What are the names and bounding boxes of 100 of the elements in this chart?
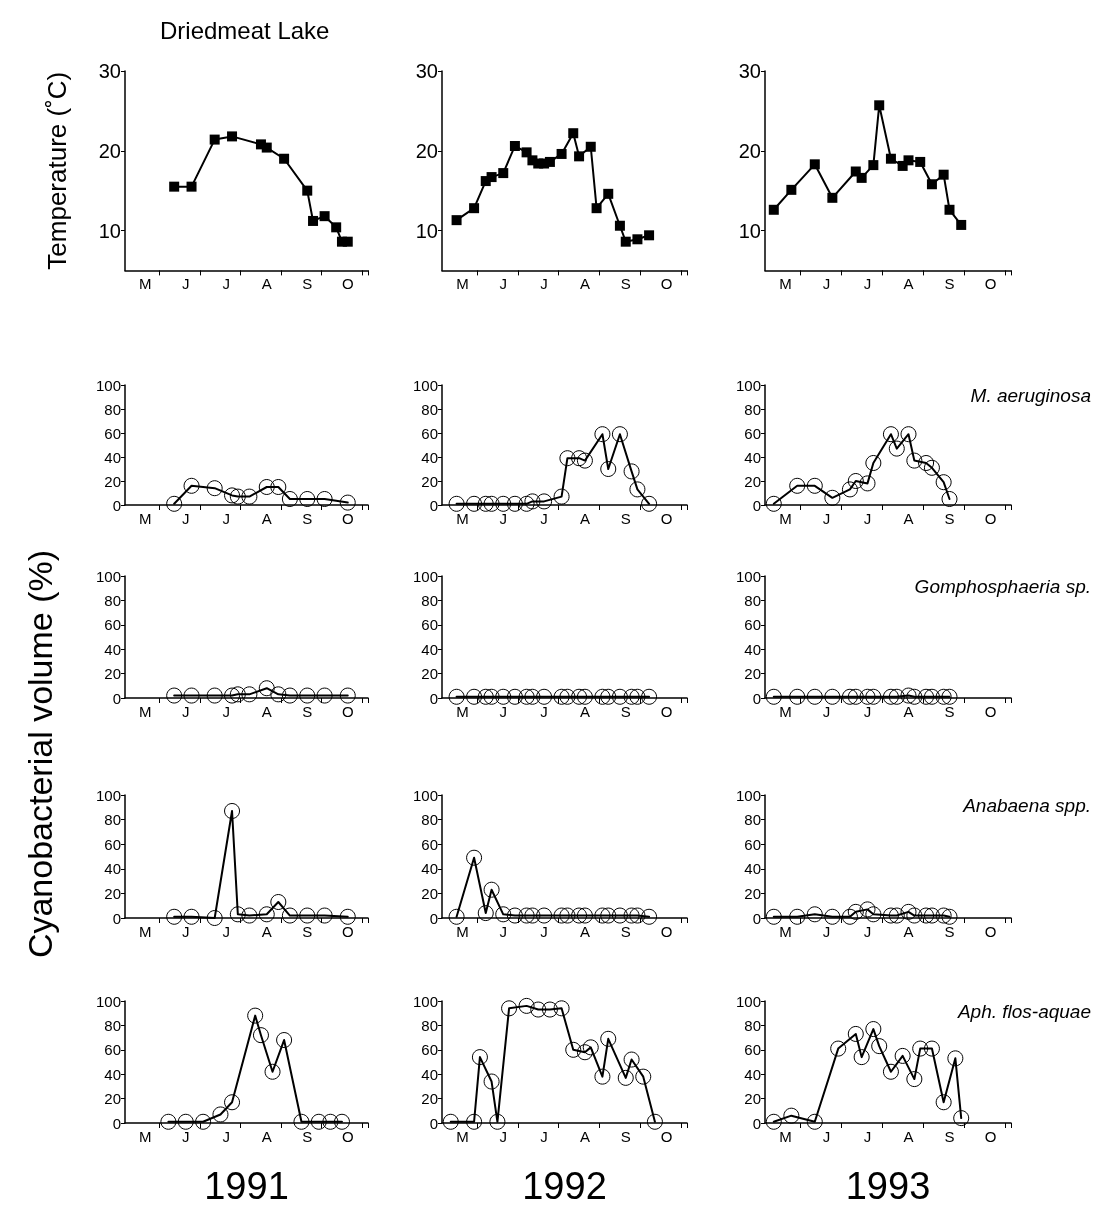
point — [623, 907, 640, 924]
point — [166, 908, 183, 925]
x-tick-label: O — [660, 703, 673, 720]
x-tick-label: M — [456, 510, 469, 527]
y-tick-label: 0 — [752, 909, 761, 927]
point — [941, 491, 958, 507]
point — [841, 908, 858, 925]
point — [594, 907, 611, 924]
chart-title: Driedmeat Lake — [160, 16, 330, 44]
y-tick-label: 0 — [112, 496, 121, 514]
x-tick-label: A — [579, 1128, 590, 1145]
x-tick-label: A — [903, 1128, 914, 1145]
y-tick-label: 20 — [421, 1090, 438, 1108]
point — [541, 1001, 558, 1018]
y-tick-label: 100 — [412, 992, 438, 1010]
point — [874, 99, 885, 110]
y-tick-label: 100 — [95, 376, 121, 394]
point — [568, 127, 579, 138]
x-tick-label: S — [620, 510, 631, 527]
point — [903, 154, 914, 165]
point — [582, 1039, 599, 1056]
point — [442, 1113, 459, 1130]
point — [856, 172, 867, 183]
y-tick-label: 80 — [744, 1016, 761, 1034]
chart-title: Gomphosphaeria sp. — [914, 576, 1092, 597]
x-tick-label: O — [984, 923, 997, 940]
point — [293, 1113, 310, 1130]
x-tick-label: S — [302, 1128, 313, 1145]
point — [530, 1001, 547, 1018]
point — [183, 908, 200, 925]
point — [241, 907, 258, 924]
y-tick-label: 100 — [735, 567, 761, 585]
point — [466, 849, 483, 866]
x-tick-label: J — [182, 1128, 190, 1145]
x-tick-label: J — [822, 510, 831, 527]
y-tick-label: 60 — [104, 835, 121, 853]
x-tick-label: S — [944, 923, 955, 940]
point — [310, 1113, 327, 1130]
point — [765, 495, 782, 512]
point — [261, 142, 272, 153]
y-tick-label: 0 — [429, 496, 438, 514]
y-tick-label: 40 — [421, 640, 438, 658]
point — [806, 906, 823, 923]
point — [594, 426, 611, 443]
point — [451, 214, 462, 225]
point — [632, 233, 643, 244]
y-tick-label: 80 — [421, 1016, 438, 1034]
point — [177, 1113, 194, 1130]
x-tick-label: A — [261, 274, 272, 292]
point — [339, 494, 356, 511]
x-tick-label: M — [779, 274, 792, 292]
x-tick-label: J — [182, 274, 190, 292]
x-tick-label: S — [302, 274, 313, 292]
point — [495, 906, 512, 923]
point — [509, 140, 520, 151]
point — [646, 1113, 663, 1130]
point — [308, 215, 319, 226]
point — [853, 1049, 870, 1066]
point — [786, 184, 797, 195]
point — [614, 220, 625, 231]
point — [600, 461, 617, 477]
y-tick-label: 60 — [104, 424, 121, 442]
point — [865, 455, 882, 471]
x-tick-label: A — [579, 923, 590, 940]
y-tick-label: 60 — [421, 1041, 438, 1059]
point — [859, 475, 876, 492]
x-tick-label: M — [779, 703, 792, 720]
y-tick-label: 20 — [744, 1090, 761, 1108]
x-tick-label: M — [779, 510, 792, 527]
point — [600, 907, 617, 924]
y-tick-label: 30 — [415, 59, 438, 82]
y-tick-label: 0 — [752, 1114, 761, 1132]
point — [888, 907, 905, 924]
x-tick-label: S — [620, 1128, 631, 1145]
x-tick-label: J — [863, 510, 872, 527]
point — [603, 188, 614, 199]
y-tick-label: 60 — [744, 616, 761, 634]
y-tick-label: 40 — [744, 448, 761, 466]
y-tick-label: 40 — [104, 1065, 121, 1083]
x-tick-label: S — [302, 510, 313, 527]
y-tick-label: 80 — [104, 1016, 121, 1034]
point — [469, 202, 480, 213]
point — [847, 473, 864, 489]
y-tick-label: 40 — [104, 860, 121, 878]
x-tick-label: M — [779, 923, 792, 940]
y-tick-label: 20 — [421, 665, 438, 683]
point — [783, 1107, 800, 1124]
x-tick-label: J — [499, 923, 507, 940]
point — [229, 488, 246, 505]
point — [302, 185, 313, 196]
x-tick-label: A — [261, 1128, 272, 1145]
point — [186, 181, 197, 192]
point — [212, 1106, 229, 1123]
x-tick-label: O — [984, 274, 997, 292]
y-tick-label: 0 — [429, 1114, 438, 1132]
point — [342, 236, 353, 247]
point — [888, 440, 905, 457]
point — [536, 493, 553, 510]
x-tick-label: A — [261, 510, 272, 527]
point — [553, 1000, 570, 1017]
